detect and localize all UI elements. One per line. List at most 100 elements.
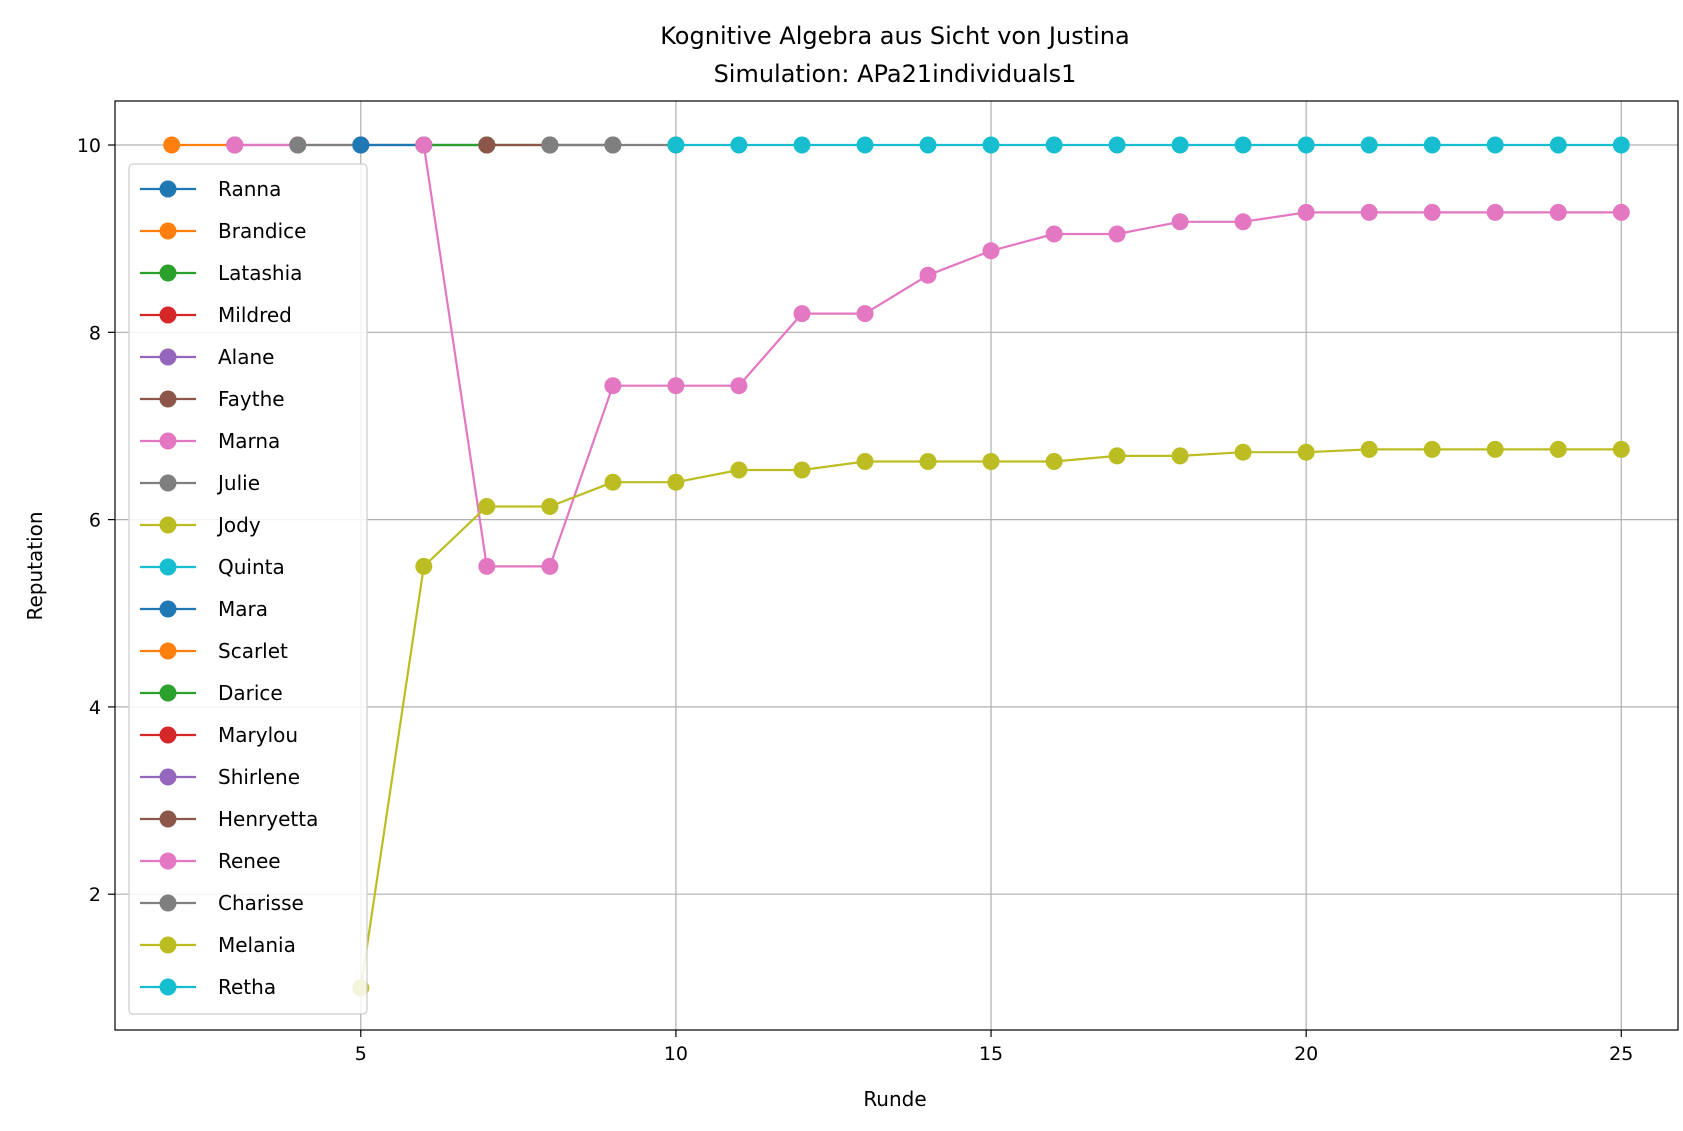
legend: Ranna Brandice Latashia Mildred Alane Faythe M… [128, 163, 368, 1015]
data-point-retha [982, 136, 1000, 154]
series-layer [163, 136, 1630, 997]
legend-label: Marna [218, 429, 280, 453]
legend-item: Julie [140, 471, 260, 495]
data-point-melania [1612, 440, 1630, 458]
data-point-renee [1423, 203, 1441, 221]
data-point-melania [604, 473, 622, 491]
data-point-retha [1423, 136, 1441, 154]
legend-label: Jody [216, 513, 261, 537]
legend-swatch-marker [159, 264, 177, 282]
legend-swatch-marker [159, 222, 177, 240]
data-point-melania [1549, 440, 1567, 458]
x-tick-label: 5 [355, 1043, 367, 1065]
data-point-melania [856, 453, 874, 470]
data-point-renee [730, 377, 748, 395]
legend-swatch-marker [159, 432, 177, 450]
legend-swatch-marker [159, 642, 177, 660]
data-point-renee [793, 305, 811, 323]
legend-label: Latashia [218, 261, 302, 285]
x-tick-label: 10 [664, 1043, 688, 1065]
data-point-melania [1423, 440, 1441, 458]
data-point-renee [415, 136, 433, 154]
legend-label: Ranna [218, 177, 281, 201]
legend-label: Faythe [218, 387, 285, 411]
data-point-melania [415, 557, 433, 575]
data-point-melania [1486, 440, 1504, 458]
legend-label: Marylou [218, 723, 298, 747]
data-point-retha [1045, 136, 1063, 154]
legend-label: Mildred [218, 303, 292, 327]
series-melania [352, 440, 1630, 997]
legend-label: Renee [218, 849, 281, 873]
legend-swatch-marker [159, 474, 177, 492]
y-tick-label: 6 [89, 510, 101, 532]
data-point-julie [289, 136, 307, 154]
legend-item: Jody [140, 513, 261, 537]
data-point-renee [1549, 203, 1567, 221]
data-point-retha [1171, 136, 1189, 154]
data-point-charisse [604, 136, 622, 154]
data-point-renee [667, 377, 685, 395]
data-point-retha [1108, 136, 1126, 154]
data-point-melania [919, 453, 937, 470]
legend-item: Renee [140, 849, 281, 873]
legend-swatch-marker [159, 390, 177, 408]
data-point-mara [352, 136, 370, 154]
data-point-melania [478, 498, 496, 515]
data-point-melania [1045, 453, 1063, 470]
legend-item: Scarlet [140, 639, 288, 663]
y-tick-label: 2 [89, 884, 101, 906]
data-point-retha [1297, 136, 1315, 154]
data-point-renee [478, 557, 496, 575]
data-point-renee [1108, 225, 1126, 243]
series-line-renee [422, 144, 1622, 568]
legend-item: Latashia [140, 261, 302, 285]
data-point-melania [667, 473, 685, 491]
y-tick-label: 4 [89, 697, 101, 719]
legend-item: Ranna [140, 177, 281, 201]
data-point-renee [856, 305, 874, 323]
data-point-melania [1360, 440, 1378, 458]
legend-item: Shirlene [140, 765, 300, 789]
data-point-retha [1360, 136, 1378, 154]
data-point-renee [541, 557, 559, 575]
data-point-retha [730, 136, 748, 154]
data-point-retha [1234, 136, 1252, 154]
data-point-renee [1045, 225, 1063, 243]
legend-swatch-marker [159, 558, 177, 576]
data-point-renee [1360, 203, 1378, 221]
legend-label: Henryetta [218, 807, 318, 831]
data-point-renee [1171, 213, 1189, 231]
legend-item: Retha [140, 975, 276, 999]
legend-label: Retha [218, 975, 276, 999]
legend-label: Darice [218, 681, 283, 705]
legend-swatch-marker [159, 852, 177, 870]
legend-label: Brandice [218, 219, 306, 243]
data-point-henryetta [478, 136, 496, 154]
data-point-retha [667, 136, 685, 154]
series-renee [415, 136, 1630, 575]
legend-label: Julie [216, 471, 260, 495]
data-point-retha [1612, 136, 1630, 154]
data-point-melania [730, 461, 748, 479]
data-point-melania [793, 461, 811, 479]
x-tick-label: 15 [979, 1043, 1003, 1065]
y-tick-label: 8 [89, 322, 101, 344]
legend-swatch-marker [159, 180, 177, 198]
legend-label: Shirlene [218, 765, 300, 789]
data-point-retha [793, 136, 811, 154]
y-tick-label: 10 [77, 135, 101, 157]
data-point-marna [226, 136, 244, 154]
legend-swatch-marker [159, 978, 177, 996]
data-point-retha [1486, 136, 1504, 154]
data-point-renee [1297, 203, 1315, 221]
data-point-melania [982, 453, 1000, 470]
legend-swatch-marker [159, 348, 177, 366]
legend-swatch-marker [159, 516, 177, 534]
legend-item: Marna [140, 429, 280, 453]
legend-swatch-marker [159, 600, 177, 618]
data-point-renee [982, 242, 1000, 260]
legend-item: Quinta [140, 555, 285, 579]
legend-item: Melania [140, 933, 296, 957]
